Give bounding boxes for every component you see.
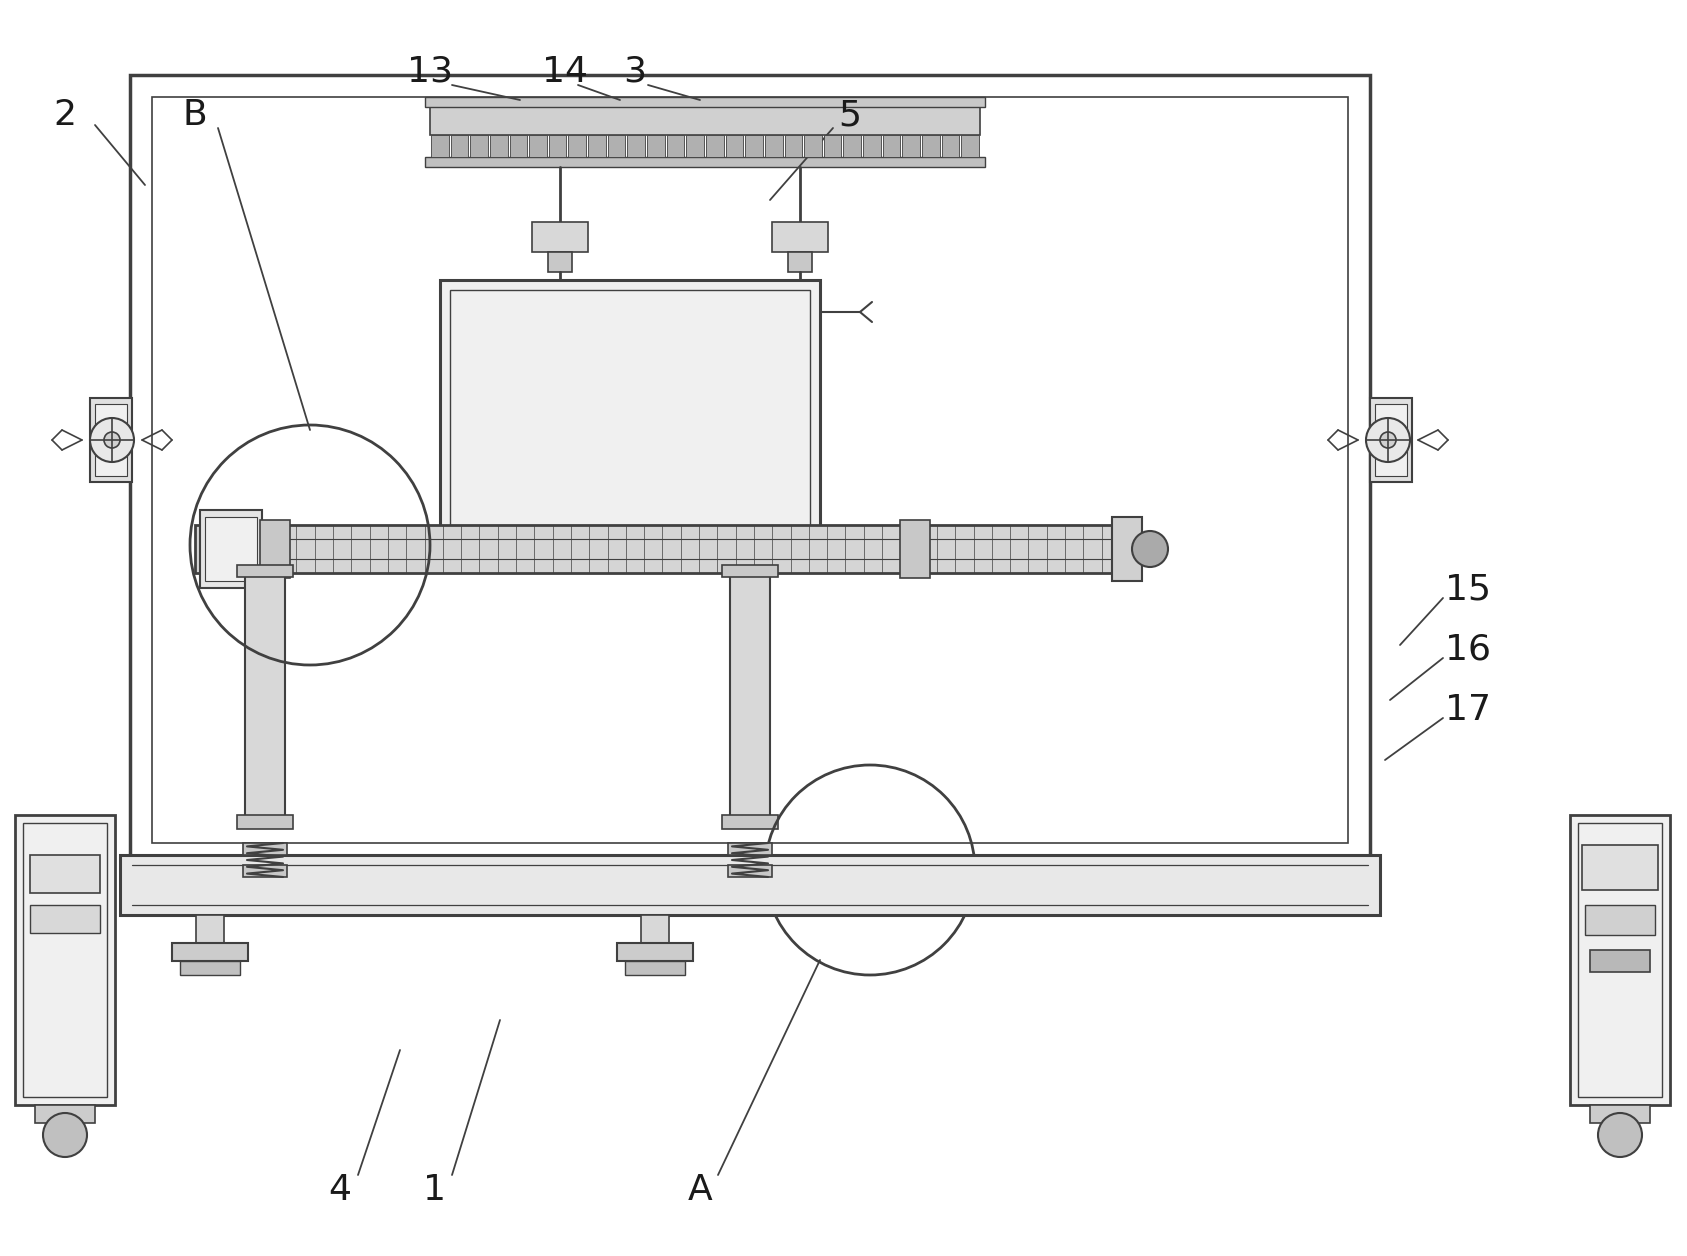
Bar [641,916,670,943]
Bar [430,134,449,157]
Bar [617,943,693,961]
Bar [722,565,778,577]
Bar [784,134,803,157]
Bar [882,134,901,157]
Bar [903,134,919,157]
Bar [899,520,930,578]
Bar [722,815,778,829]
Bar [245,573,285,825]
Bar [243,865,287,877]
Bar [196,525,1130,573]
Bar [687,134,703,157]
Bar [1577,823,1662,1096]
Bar [589,134,606,157]
Bar [24,823,106,1096]
Bar [773,222,828,252]
Bar [489,134,508,157]
Bar [648,134,665,157]
Text: 5: 5 [838,98,862,132]
Bar [425,157,985,167]
Bar [260,520,290,578]
Text: 4: 4 [329,1173,351,1207]
Bar [152,97,1348,843]
Bar [1586,906,1655,934]
Bar [725,134,744,157]
Bar [30,906,100,933]
Bar [450,134,469,157]
Text: B: B [182,98,208,132]
Bar [1591,950,1650,972]
Bar [509,134,528,157]
Bar [94,404,127,476]
Bar [923,134,940,157]
Bar [425,97,985,107]
Text: 13: 13 [407,55,454,89]
Bar [1582,845,1658,891]
Bar [450,290,810,540]
Circle shape [1366,418,1410,462]
Bar [569,134,585,157]
Bar [201,510,261,588]
Bar [705,134,724,157]
Bar [181,961,240,975]
Bar [236,815,294,829]
Bar [1591,1105,1650,1123]
Text: 2: 2 [54,98,76,132]
Bar [844,134,860,157]
Circle shape [42,1113,88,1157]
Bar [729,843,773,855]
Bar [206,517,256,582]
Circle shape [105,432,120,448]
Bar [531,222,589,252]
Bar [746,134,763,157]
Bar [1375,404,1407,476]
Bar [552,296,569,315]
Circle shape [1598,1113,1641,1157]
Bar [764,134,783,157]
Bar [666,134,685,157]
Bar [530,134,547,157]
Circle shape [1380,432,1397,448]
Bar [607,134,626,157]
Text: 1: 1 [423,1173,447,1207]
Bar [624,961,685,975]
Bar [130,75,1370,865]
Bar [243,843,287,855]
Bar [788,252,811,273]
Bar [1370,398,1412,482]
Text: 16: 16 [1446,633,1491,667]
Text: A: A [688,1173,712,1207]
Bar [548,252,572,273]
Bar [730,573,769,825]
Bar [941,134,960,157]
Bar [89,398,132,482]
Bar [962,134,978,157]
Bar [791,296,808,315]
Circle shape [89,418,133,462]
Bar [236,565,294,577]
Bar [30,855,100,893]
Bar [1112,517,1142,582]
Bar [729,865,773,877]
Bar [1571,815,1670,1105]
Bar [628,134,644,157]
Bar [864,134,881,157]
Text: 14: 14 [542,55,589,89]
Bar [35,1105,94,1123]
Text: 3: 3 [624,55,646,89]
Text: 17: 17 [1446,693,1491,727]
Bar [440,280,820,550]
Bar [15,815,115,1105]
Text: 15: 15 [1446,573,1491,607]
Bar [430,106,980,134]
Bar [172,943,248,961]
Bar [805,134,822,157]
Bar [196,916,224,943]
Circle shape [1132,531,1167,566]
Bar [120,855,1380,916]
Bar [823,134,842,157]
Bar [548,134,567,157]
Bar [471,134,488,157]
